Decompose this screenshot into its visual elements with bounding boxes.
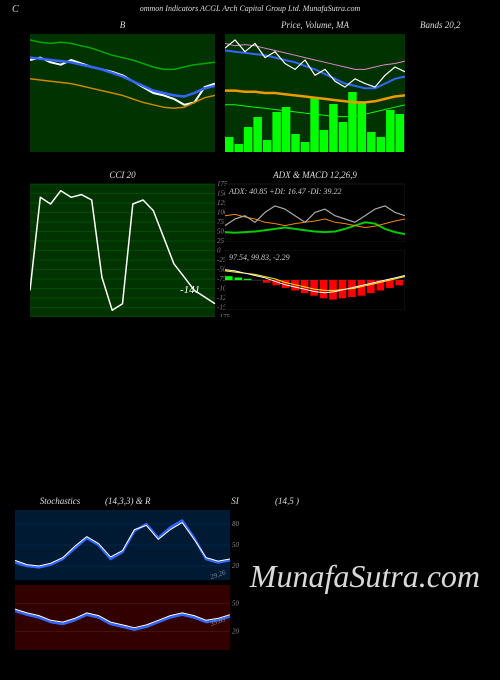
panel-cci-title: CCI 20: [30, 170, 215, 180]
panel-price: Price, Volume, MABands 20,2: [225, 22, 405, 152]
svg-text:-141: -141: [180, 284, 200, 296]
panel-price-title: Price, Volume, MA: [225, 20, 405, 30]
page-header: C ommon Indicators ACGL Arch Capital Gro…: [0, 0, 500, 15]
svg-text:-175: -175: [217, 313, 230, 317]
svg-text:ADX: 40.85 +DI: 16.47 -DI: 39.: ADX: 40.85 +DI: 16.47 -DI: 39.22: [228, 187, 342, 196]
panel-macd: 97.54, 99.83, -2.29: [225, 250, 405, 310]
panel-b-title: B: [30, 20, 215, 30]
panel-bands-title: Bands 20,2: [420, 20, 500, 30]
panel-stoch: 20508029.26: [15, 510, 230, 580]
svg-text:25: 25: [217, 237, 225, 245]
stoch-title-row: Stochastics(14,3,3) & RSI(14,5 ): [15, 496, 485, 506]
svg-text:50: 50: [232, 600, 240, 608]
svg-text:75: 75: [217, 218, 225, 226]
header-left-c: C: [12, 4, 19, 15]
svg-text:97.54, 99.83, -2.29: 97.54, 99.83, -2.29: [229, 253, 290, 262]
svg-text:0: 0: [217, 247, 221, 255]
panel-adx: ADX & MACD 12,26,9 ADX: 40.85 +DI: 16.47 …: [225, 172, 405, 242]
header-text: ommon Indicators ACGL Arch Capital Group…: [140, 4, 361, 13]
watermark-main: MunafaSutra.com: [250, 558, 480, 595]
panel-rsi: 205035.83: [15, 585, 230, 650]
svg-text:20: 20: [232, 627, 240, 635]
svg-text:50: 50: [217, 228, 225, 236]
panel-b: B: [30, 22, 215, 152]
panel-adx-title: ADX & MACD 12,26,9: [225, 170, 405, 180]
svg-text:20: 20: [232, 562, 240, 570]
svg-text:50: 50: [232, 541, 240, 549]
svg-text:80: 80: [232, 520, 240, 528]
panel-cci: CCI 20-175-150-125-100-75-50-25025507510…: [30, 172, 215, 317]
